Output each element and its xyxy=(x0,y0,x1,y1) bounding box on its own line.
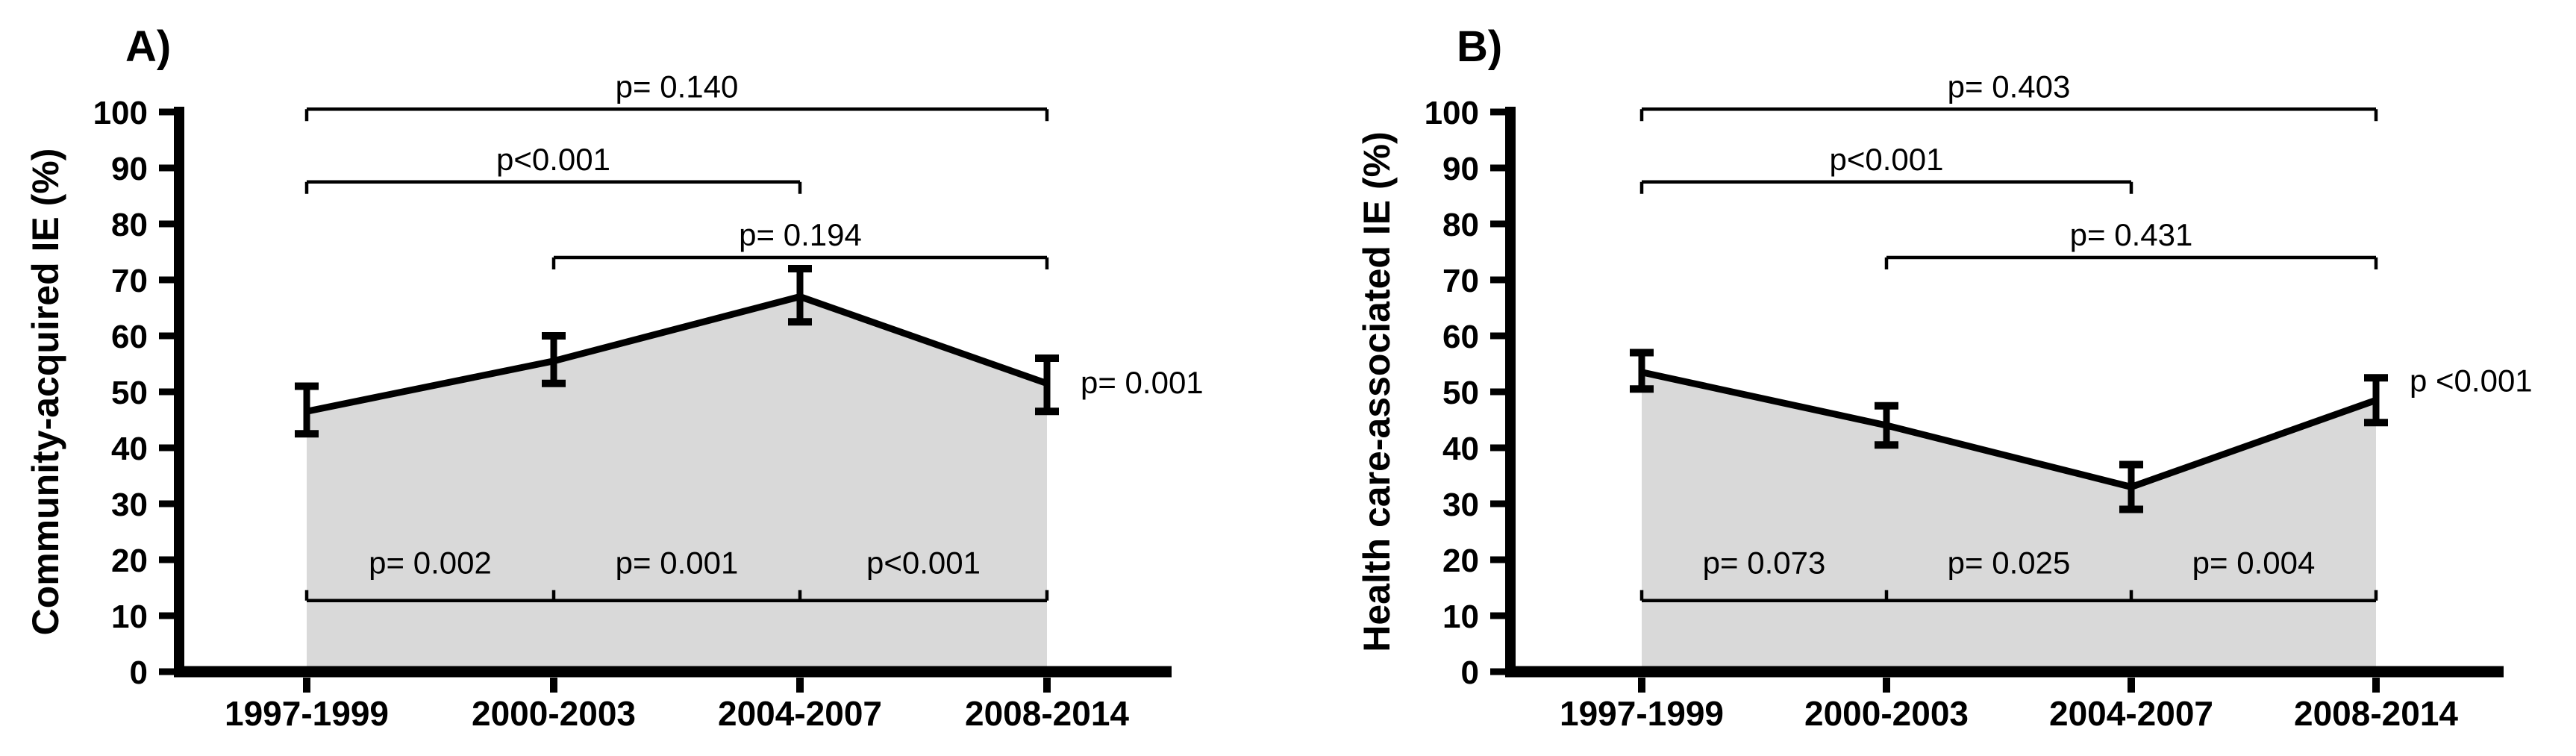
y-tick-label: 40 xyxy=(1442,431,1479,467)
x-category-label: 2000-2003 xyxy=(1804,694,1969,733)
pairwise-p-label: p= 0.025 xyxy=(1948,545,2071,580)
y-tick-label: 20 xyxy=(1442,543,1479,579)
x-category-label: 1997-1999 xyxy=(225,694,389,733)
y-tick-label: 70 xyxy=(1442,263,1479,299)
y-tick-label: 30 xyxy=(111,487,148,523)
y-tick-label: 80 xyxy=(1442,207,1479,243)
x-category-label: 2004-2007 xyxy=(718,694,882,733)
bracket-p-label: p<0.001 xyxy=(496,142,610,177)
y-tick-label: 90 xyxy=(111,151,148,187)
bracket-p-label: p= 0.403 xyxy=(1948,69,2071,104)
pairwise-p-label: p= 0.002 xyxy=(369,545,492,580)
trend-line xyxy=(1641,369,2378,491)
y-tick-label: 20 xyxy=(111,543,148,579)
x-category-label: 2004-2007 xyxy=(2049,694,2213,733)
bracket-p-label: p= 0.194 xyxy=(739,217,862,252)
y-tick-label: 0 xyxy=(1461,655,1479,691)
endpoint-p-label: p <0.001 xyxy=(2410,363,2533,399)
y-tick-label: 60 xyxy=(111,319,148,355)
y-tick-label: 30 xyxy=(1442,487,1479,523)
y-tick-label: 0 xyxy=(130,655,148,691)
y-tick-label: 90 xyxy=(1442,151,1479,187)
y-tick-label: 100 xyxy=(1425,95,1479,131)
panel-a: p= 0.002 p= 0.001 p<0.001 p= 0.140 p<0.001 p=… xyxy=(25,22,1204,733)
x-category-label: 2008-2014 xyxy=(965,694,1129,733)
y-tick-label: 50 xyxy=(111,375,148,411)
panel-letter: B) xyxy=(1457,22,1502,71)
y-axis-title: Community-acquired IE (%) xyxy=(25,149,66,636)
pairwise-p-label: p= 0.004 xyxy=(2192,545,2316,580)
y-tick-label: 60 xyxy=(1442,319,1479,355)
y-axis-title: Health care-associated IE (%) xyxy=(1356,131,1398,652)
bracket-p-label: p<0.001 xyxy=(1830,142,1944,177)
y-tick-label: 10 xyxy=(1442,599,1479,635)
y-tick-label: 50 xyxy=(1442,375,1479,411)
x-category-label: 2008-2014 xyxy=(2294,694,2458,733)
x-category-label: 1997-1999 xyxy=(1560,694,1724,733)
y-tick-label: 80 xyxy=(111,207,148,243)
bracket-p-label: p= 0.431 xyxy=(2070,217,2193,252)
y-tick-label: 100 xyxy=(93,95,148,131)
bracket-p-label: p= 0.140 xyxy=(616,69,739,104)
x-category-label: 2000-2003 xyxy=(472,694,636,733)
trend-area-fill xyxy=(307,296,1047,672)
y-tick-label: 40 xyxy=(111,431,148,467)
pairwise-p-label: p= 0.073 xyxy=(1703,545,1826,580)
pairwise-p-label: p<0.001 xyxy=(866,545,981,580)
pairwise-p-label: p= 0.001 xyxy=(616,545,739,580)
panel-b: p= 0.073 p= 0.025 p= 0.004 p= 0.403 p<0.001 p… xyxy=(1356,22,2533,733)
endpoint-p-label: p= 0.001 xyxy=(1081,365,1204,400)
panel-letter: A) xyxy=(125,22,171,71)
y-tick-label: 70 xyxy=(111,263,148,299)
trend-line xyxy=(306,293,1048,415)
trend-area-fill xyxy=(1642,372,2376,672)
y-tick-label: 10 xyxy=(111,599,148,635)
